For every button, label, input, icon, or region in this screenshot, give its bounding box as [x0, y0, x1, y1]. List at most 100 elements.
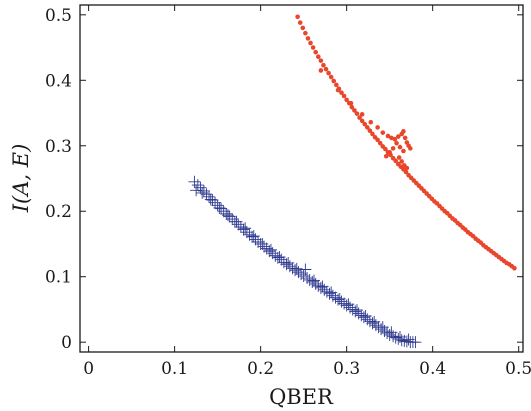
- x-tick-label: 0.4: [419, 359, 446, 379]
- data-point-plus: [333, 292, 346, 305]
- data-point-plus: [196, 186, 209, 199]
- data-point-dot: [390, 146, 396, 151]
- data-point-dot: [359, 118, 365, 124]
- data-point-dot: [305, 36, 311, 41]
- data-point-plus: [299, 263, 312, 276]
- data-point-plus: [368, 315, 381, 328]
- data-point-dot: [385, 133, 391, 139]
- data-point-plus: [271, 251, 284, 264]
- data-point-dot: [375, 137, 380, 143]
- data-point-dot: [335, 87, 341, 93]
- data-point-plus: [350, 304, 363, 317]
- data-point-plus: [385, 326, 398, 339]
- data-point-plus: [402, 333, 415, 346]
- tick-labels: 0 0.1 0.2 0.3 0.4 0.5 0 0.1 0.2 0.3 0.4 0.5: [45, 6, 531, 379]
- data-point-dot: [408, 146, 413, 151]
- data-point-dot: [357, 115, 362, 120]
- data-point-dot: [365, 125, 370, 130]
- data-point-dot: [326, 70, 331, 76]
- data-point-dot: [349, 104, 355, 110]
- data-point-dot: [396, 155, 402, 160]
- data-point-dot: [403, 169, 409, 175]
- data-point-dot: [370, 131, 375, 137]
- y-tick-label: 0.5: [45, 6, 72, 26]
- data-point-plus: [275, 253, 288, 266]
- x-tick-label: 0.3: [333, 359, 360, 379]
- data-point-dot: [402, 135, 408, 141]
- data-point-plus: [395, 334, 408, 347]
- data-point-plus: [191, 179, 204, 192]
- data-point-plus: [237, 223, 250, 236]
- data-point-dot: [377, 140, 383, 146]
- x-axis-label: QBER: [269, 385, 334, 409]
- data-point-plus: [393, 330, 406, 343]
- data-point-dot: [362, 121, 368, 127]
- x-tick-label: 0: [83, 359, 94, 379]
- data-point-dot: [339, 90, 344, 96]
- data-point-plus: [213, 201, 226, 214]
- y-tick-label: 0.1: [45, 268, 72, 288]
- data-point-plus: [307, 274, 320, 287]
- data-point-dot: [323, 66, 329, 72]
- data-point-dot: [328, 74, 334, 80]
- data-point-plus: [211, 199, 224, 212]
- x-tick-label: 0.5: [505, 359, 531, 379]
- data-point-plus: [306, 275, 319, 288]
- data-point-plus: [316, 280, 329, 293]
- data-point-dot: [375, 125, 380, 130]
- data-point-plus: [263, 245, 276, 258]
- data-point-dot: [344, 97, 349, 103]
- data-point-plus: [280, 258, 293, 271]
- data-point-plus: [266, 247, 279, 260]
- y-axis-label: I(A, E): [9, 144, 33, 214]
- tick-marks: [80, 5, 523, 352]
- data-point-plus: [400, 335, 413, 348]
- data-point-dot: [341, 93, 347, 99]
- data-point-dot: [352, 108, 357, 113]
- data-point-plus: [332, 293, 345, 306]
- data-point-plus: [383, 328, 396, 341]
- data-point-plus: [290, 262, 303, 275]
- data-point-plus: [340, 299, 353, 312]
- data-point-plus: [220, 207, 233, 220]
- data-point-plus: [188, 175, 201, 188]
- data-point-dot: [300, 25, 306, 31]
- data-point-dot: [401, 148, 406, 154]
- data-point-plus: [215, 202, 228, 215]
- data-point-dot: [512, 265, 517, 271]
- data-point-plus: [221, 209, 234, 222]
- data-point-dot: [392, 136, 398, 142]
- data-point-dot: [394, 140, 399, 146]
- data-point-plus: [375, 323, 388, 336]
- data-point-plus: [223, 210, 236, 223]
- data-point-dot: [321, 62, 326, 68]
- data-point-plus: [247, 230, 260, 243]
- data-point-dot: [315, 54, 321, 60]
- data-point-dot: [367, 128, 373, 134]
- data-point-plus: [366, 317, 379, 330]
- data-point-dot: [393, 158, 398, 164]
- y-tick-label: 0.3: [45, 137, 72, 157]
- data-point-plus: [357, 311, 370, 324]
- y-tick-label: 0.4: [45, 71, 72, 91]
- data-point-plus: [314, 281, 327, 294]
- data-point-dot: [334, 82, 339, 88]
- data-point-plus: [282, 256, 295, 269]
- data-point-dot: [401, 129, 406, 134]
- data-point-dot: [383, 146, 388, 152]
- data-point-plus: [239, 222, 252, 235]
- data-point-dot: [387, 150, 392, 155]
- series-plus-markers: [188, 175, 422, 349]
- data-point-dot: [308, 40, 313, 46]
- data-point-dot: [310, 45, 316, 50]
- data-point-dot: [404, 165, 410, 171]
- data-point-dot: [313, 49, 318, 55]
- data-point-plus: [289, 264, 302, 277]
- data-point-plus: [409, 336, 422, 349]
- data-point-dot: [354, 111, 360, 116]
- data-point-plus: [206, 194, 219, 207]
- data-point-plus: [342, 298, 355, 311]
- data-point-plus: [264, 243, 277, 256]
- data-point-dot: [297, 20, 303, 25]
